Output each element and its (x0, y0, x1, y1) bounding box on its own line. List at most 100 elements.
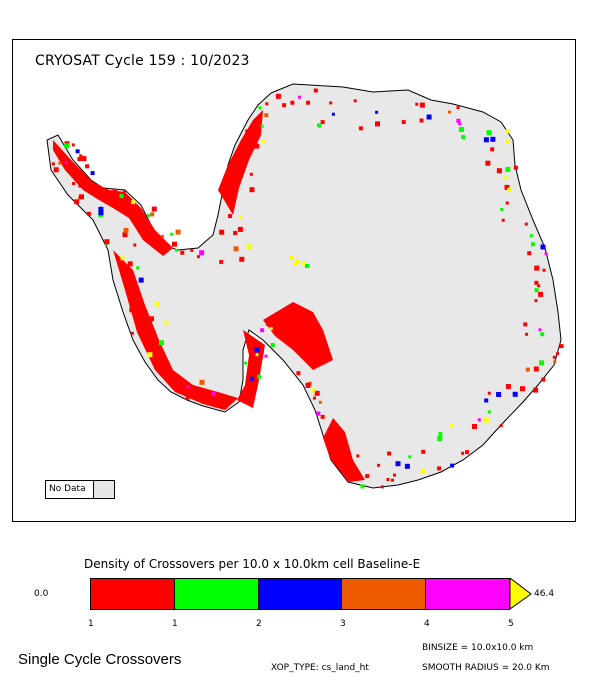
density-cell (552, 355, 556, 359)
density-cell (533, 387, 539, 393)
density-cell (248, 143, 251, 147)
density-cell (290, 100, 295, 105)
density-cell (365, 474, 370, 479)
density-cell (375, 110, 379, 114)
density-cell (360, 484, 365, 489)
density-cell (504, 184, 510, 190)
density-cell (483, 417, 489, 423)
density-cell (538, 291, 544, 297)
density-cell (64, 143, 70, 149)
density-cell (294, 320, 299, 325)
density-cell (150, 212, 155, 217)
density-cell (499, 424, 503, 428)
density-cell (377, 463, 381, 467)
density-cell (504, 176, 508, 179)
density-cell (58, 161, 62, 165)
density-cell (131, 200, 136, 205)
density-cell (486, 130, 492, 136)
density-cell (122, 232, 128, 238)
density-cell (249, 187, 255, 193)
density-cell (490, 136, 496, 142)
density-cell (250, 376, 255, 381)
legend-color-segment (91, 579, 175, 609)
density-cell (298, 95, 301, 99)
density-cell (228, 214, 232, 219)
density-cell (242, 152, 246, 156)
density-cell (74, 199, 80, 205)
density-cell (484, 398, 489, 403)
density-cell (505, 166, 511, 172)
density-cell (356, 454, 360, 458)
density-cell (289, 323, 293, 327)
density-cell (196, 255, 200, 259)
peninsula-band (53, 140, 173, 256)
density-cell (177, 377, 181, 381)
legend-color-segment (258, 579, 343, 609)
density-cell (529, 234, 533, 238)
density-cell (127, 261, 133, 267)
density-cell (104, 239, 110, 245)
density-cell (380, 485, 384, 489)
density-cell (293, 262, 297, 266)
density-cell (175, 229, 181, 235)
density-cell (314, 390, 320, 396)
density-cell (123, 227, 129, 233)
density-cell (185, 395, 190, 400)
density-cell (255, 353, 259, 357)
density-cell (420, 468, 426, 474)
density-cell (79, 194, 84, 200)
density-cell (438, 432, 443, 437)
density-cell (306, 355, 311, 360)
density-cell (154, 301, 160, 307)
density-cell (500, 207, 504, 211)
density-cell (254, 143, 260, 149)
density-cell (245, 129, 250, 134)
density-cell (419, 118, 424, 123)
density-cell (505, 201, 509, 205)
legend-tick-label: 2 (256, 619, 262, 629)
density-cell (311, 388, 316, 393)
density-cell (553, 360, 557, 364)
density-cell (461, 451, 465, 455)
density-cell (71, 143, 75, 147)
density-cell (252, 130, 257, 135)
density-cell (78, 182, 84, 188)
density-cell (513, 165, 518, 170)
density-cell (391, 478, 394, 482)
density-cell (461, 135, 466, 139)
density-cell (160, 234, 164, 238)
density-cell (199, 250, 205, 256)
density-cell (387, 451, 392, 456)
density-cell (496, 168, 502, 174)
density-cell (129, 307, 135, 313)
density-cell (98, 210, 104, 216)
density-cell (270, 343, 275, 347)
density-cell (456, 106, 460, 110)
density-cell (79, 154, 83, 158)
density-cell (559, 344, 564, 349)
density-cell (472, 424, 477, 429)
density-cell (258, 106, 262, 110)
density-cell (240, 161, 245, 166)
density-cell (219, 229, 225, 235)
density-cell (456, 118, 461, 123)
density-cell (465, 450, 469, 455)
density-cell (282, 103, 287, 108)
density-cell (81, 156, 87, 162)
density-cell (277, 312, 283, 318)
density-cell (485, 160, 491, 166)
density-cell (404, 463, 410, 469)
legend-tick-label: 1 (88, 619, 94, 629)
density-cell (534, 288, 539, 293)
density-cell (85, 164, 90, 169)
density-cell (254, 347, 260, 353)
density-cell (401, 120, 406, 125)
density-cell (325, 441, 331, 447)
density-cell (172, 241, 177, 247)
legend-max-label: 46.4 (534, 589, 555, 599)
density-cell (320, 414, 325, 419)
density-cell (512, 391, 518, 397)
density-cell (408, 455, 412, 459)
density-cell (415, 102, 419, 106)
density-cell (130, 331, 134, 335)
